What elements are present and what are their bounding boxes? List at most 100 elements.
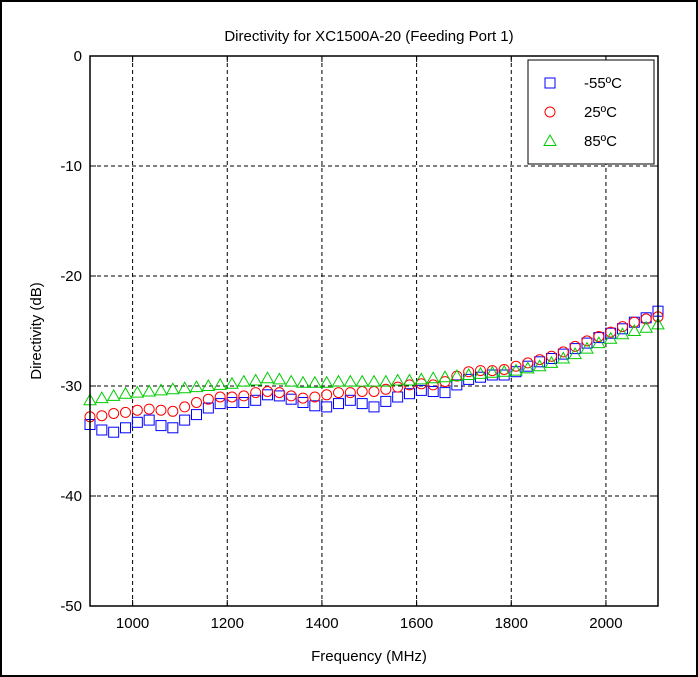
plot-area: [89, 55, 659, 607]
triangle-point: [165, 382, 180, 395]
square-point: [191, 409, 202, 421]
triangle-point: [343, 374, 358, 387]
legend-marker-square: [544, 77, 556, 89]
circle-point: [167, 405, 179, 417]
legend: -55ºC 25ºC 85ºC: [527, 59, 655, 165]
triangle-point: [414, 372, 429, 385]
circle-point: [546, 350, 557, 362]
circle-point: [534, 354, 546, 366]
x-tick-label: 1200: [211, 615, 244, 632]
x-tick-label: 1800: [495, 615, 528, 632]
triangle-point: [639, 320, 654, 333]
triangle-point: [296, 375, 310, 388]
square-point: [309, 400, 321, 412]
square-point: [108, 426, 120, 438]
triangle-point: [319, 375, 334, 388]
circle-point: [273, 387, 285, 399]
triangle-point: [426, 371, 441, 384]
x-tick-label: 1400: [305, 615, 338, 632]
triangle-point: [307, 375, 322, 388]
circle-point: [179, 401, 191, 413]
triangle-point: [520, 361, 535, 374]
triangle-point: [106, 388, 121, 401]
triangle-point: [473, 366, 488, 379]
square-point: [285, 393, 297, 405]
square-point: [333, 398, 344, 410]
y-tick-label: -50: [60, 598, 82, 615]
x-tick-label: 1000: [116, 615, 149, 632]
square-point: [546, 353, 557, 364]
square-point: [321, 401, 333, 413]
legend-marker-triangle: [543, 133, 557, 146]
triangle-point: [201, 378, 216, 391]
circle-point: [593, 331, 605, 342]
triangle-point: [485, 365, 500, 378]
triangle-point: [402, 373, 417, 386]
triangle-point: [236, 374, 251, 387]
square-point: [120, 422, 131, 434]
circle-point: [191, 397, 202, 408]
triangle-point: [461, 367, 476, 380]
circle-point: [285, 390, 297, 402]
circle-point: [344, 387, 356, 399]
square-point: [368, 401, 380, 413]
triangle-point: [449, 369, 464, 382]
circle-point: [356, 386, 368, 397]
square-point: [202, 402, 214, 414]
triangle-point: [272, 372, 287, 385]
circle-point: [427, 379, 439, 391]
square-point: [392, 391, 404, 403]
circle-point: [202, 393, 214, 405]
circle-point: [380, 383, 392, 395]
square-point: [179, 414, 191, 426]
x-axis-label: Frequency (MHz): [311, 648, 427, 665]
square-point: [415, 384, 427, 396]
triangle-point: [603, 331, 618, 344]
x-tick-label: 1600: [400, 615, 433, 632]
square-point: [214, 398, 226, 410]
triangle-point: [142, 384, 157, 397]
triangle-point: [556, 351, 571, 364]
circle-point: [640, 313, 652, 325]
circle-point: [108, 408, 120, 419]
circle-point: [569, 340, 581, 352]
square-point: [344, 394, 356, 406]
circle-point: [475, 365, 486, 377]
legend-marker-circle: [544, 106, 556, 118]
triangle-point: [532, 359, 547, 372]
square-point: [557, 348, 569, 360]
triangle-point: [225, 376, 239, 389]
triangle-point: [438, 370, 452, 383]
triangle-point: [284, 374, 299, 387]
chart-title: Directivity for XC1500A-20 (Feeding Port…: [224, 28, 513, 45]
y-tick-label: 0: [74, 48, 82, 65]
circle-point: [486, 365, 498, 377]
circle-point: [605, 326, 617, 338]
triangle-point: [130, 385, 145, 398]
triangle-point: [94, 391, 109, 404]
y-tick-label: -30: [60, 378, 82, 395]
triangle-point: [390, 373, 405, 386]
circle-point: [392, 381, 404, 393]
circle-point: [309, 391, 321, 403]
triangle-point: [580, 341, 594, 354]
triangle-point: [367, 374, 381, 387]
legend-label: -55ºC: [584, 75, 622, 92]
square-point: [96, 424, 108, 436]
square-point: [262, 389, 273, 401]
triangle-point: [189, 380, 204, 393]
square-point: [486, 369, 498, 381]
y-tick-label: -20: [60, 268, 82, 285]
circle-point: [131, 404, 143, 416]
circle-point: [96, 410, 108, 422]
data-series: [83, 305, 665, 438]
square-point: [238, 397, 250, 408]
circle-point: [368, 386, 380, 397]
triangle-point: [509, 363, 523, 376]
square-point: [404, 388, 415, 400]
square-point: [273, 390, 285, 402]
square-point: [451, 379, 463, 391]
circle-point: [120, 406, 131, 418]
triangle-point: [248, 373, 263, 386]
